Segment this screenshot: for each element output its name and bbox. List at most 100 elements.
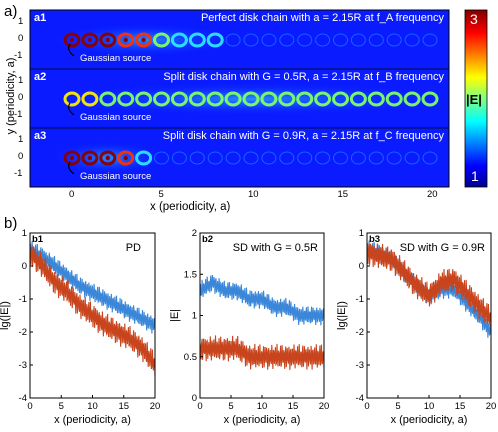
hot-spot [141, 37, 146, 43]
b-ytick-label: -1 [356, 294, 364, 305]
b-ytick-label: -3 [19, 360, 27, 371]
disk-mark [315, 151, 331, 165]
b-ytick-label: 1.5 [184, 269, 197, 280]
disk-mark [333, 33, 348, 47]
disk-mark [349, 91, 367, 107]
disk-mark [63, 32, 81, 48]
disk-mark [368, 33, 384, 47]
disk-mark [367, 91, 385, 107]
disk-mark [350, 151, 366, 165]
disk-mark [153, 32, 170, 48]
a-xtick-label: 10 [248, 189, 259, 200]
a-xtick-label: 5 [158, 189, 164, 200]
disk-mark [296, 91, 314, 107]
chart-title: SD with G = 0.5R [233, 242, 318, 254]
series-line [29, 245, 156, 377]
b-ytick-label: 2 [192, 228, 197, 239]
disk-mark [315, 33, 331, 47]
subpanel-tag-a2: a2 [34, 71, 47, 83]
disk-mark [243, 151, 259, 165]
chart-b2: 0 5 10 15 20 2 1.5 1 0.5 0 b2 SD with G = 0.5R x (pe… [169, 228, 329, 426]
a-ytick-label: 0 [18, 33, 24, 44]
hot-spot [123, 155, 128, 161]
disk-mark [224, 91, 242, 107]
disk-mark [261, 33, 277, 47]
b-xtick-label: 20 [486, 401, 497, 412]
disk-mark [117, 32, 135, 48]
b-ytick-label: 0 [359, 261, 364, 272]
a-xtick-label: 20 [427, 189, 438, 200]
hot-spot [87, 155, 93, 161]
series-line [199, 335, 325, 370]
b-xtick-label: 10 [257, 401, 268, 412]
source-arrow [68, 161, 75, 175]
b-ytick-label: 0.5 [184, 352, 197, 363]
field-map-a2 [30, 69, 450, 128]
b-xtick-label: 5 [395, 401, 400, 412]
disk-mark [81, 150, 99, 166]
disk-mark [81, 91, 99, 107]
disk-mark [117, 150, 135, 166]
a-ytick-label: 0 [18, 151, 24, 162]
chart-title: SD with G = 0.9R [400, 242, 485, 254]
a-ytick-label: -1 [14, 168, 23, 179]
disk-mark [135, 32, 153, 48]
disk-mark [385, 91, 403, 107]
disk-mark [189, 151, 205, 165]
hot-spot [69, 37, 75, 43]
b-xtick-label: 20 [319, 401, 330, 412]
b-xtick-label: 15 [288, 401, 299, 412]
disk-mark [422, 151, 438, 165]
colorbar-label: |E| [466, 92, 482, 107]
disk-mark [332, 91, 349, 107]
panel-a-label: a) [4, 3, 18, 20]
disk-mark [279, 151, 295, 165]
disk-mark [297, 33, 313, 47]
series-line [199, 274, 325, 326]
chart-xlabel: x (periodicity, a) [391, 414, 468, 426]
chart-ylabel: |E| [169, 309, 181, 322]
source-arrow [68, 102, 75, 116]
disk-mark [153, 91, 170, 107]
disk-mark [421, 91, 439, 107]
disk-mark [279, 33, 295, 47]
b-ytick-label: -1 [19, 294, 27, 305]
disk-mark [260, 91, 278, 107]
disk-mark [170, 91, 188, 107]
disk-mark [99, 32, 117, 48]
disk-mark [207, 151, 223, 165]
gaussian-source-a3: Gaussian source [80, 171, 152, 182]
disk-mark [261, 151, 277, 165]
disk-mark [422, 33, 438, 47]
a-ytick-label: 1 [18, 75, 24, 86]
disk-mark [404, 151, 420, 165]
subpanel-title-a1: Perfect disk chain with a = 2.15R at f_A… [200, 12, 444, 24]
b-ytick-label: -3 [356, 360, 364, 371]
disk-mark [99, 150, 117, 166]
a-xtick-label: 0 [69, 189, 75, 200]
colorbar [464, 9, 488, 188]
gaussian-source-a2: Gaussian source [80, 112, 152, 123]
b-xtick-label: 10 [87, 401, 98, 412]
chart-tag: b2 [202, 234, 213, 245]
hot-spot [123, 37, 128, 43]
field-map-a1 [30, 10, 449, 69]
chart-title: PD [126, 242, 141, 254]
field-map-a3 [30, 128, 449, 187]
disk-mark [63, 91, 81, 107]
gaussian-source-a1: Gaussian source [80, 53, 152, 64]
disk-mark [242, 91, 260, 107]
disk-mark [188, 32, 206, 48]
disk-mark [117, 91, 135, 107]
hot-spot [105, 155, 111, 161]
a-ytick-label: -1 [14, 50, 23, 61]
disk-mark [99, 91, 117, 107]
disk-mark [297, 151, 313, 165]
disk-mark [386, 151, 402, 165]
series-line [29, 240, 156, 334]
b-ytick-label: 1 [22, 228, 27, 239]
subpanel-title-a3: Split disk chain with G = 0.9R, a = 2.15… [162, 130, 444, 142]
b-ytick-label: -4 [19, 393, 27, 404]
